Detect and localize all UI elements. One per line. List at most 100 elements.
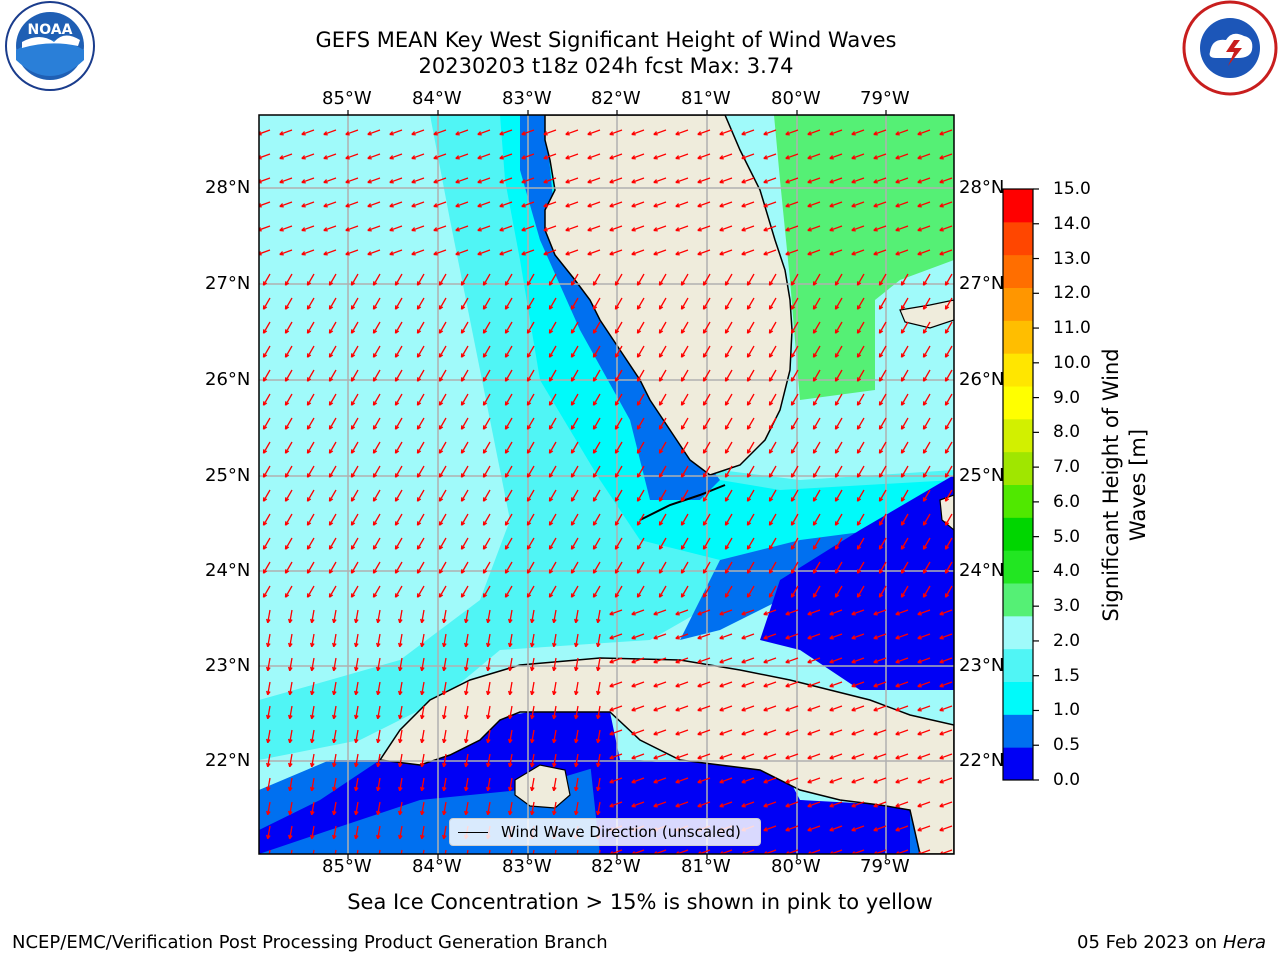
wave-direction-arrow	[487, 633, 491, 647]
wave-direction-arrow	[592, 345, 601, 358]
wave-direction-arrow	[873, 825, 887, 832]
wave-direction-arrowhead	[350, 593, 356, 598]
wave-direction-arrowhead	[543, 251, 548, 256]
wave-direction-arrowhead	[464, 738, 469, 744]
wave-direction-arrowhead	[486, 738, 491, 744]
wave-direction-arrowhead	[508, 810, 513, 816]
wave-direction-arrow	[741, 681, 755, 688]
wave-direction-arrow	[328, 489, 337, 502]
wave-direction-arrow	[477, 225, 491, 232]
wave-direction-arrow	[267, 825, 271, 839]
wave-direction-arrow	[922, 465, 931, 478]
wave-direction-arrow	[482, 513, 491, 526]
wave-direction-arrow	[543, 177, 557, 184]
wave-direction-arrowhead	[508, 714, 513, 720]
wave-direction-arrow	[944, 273, 953, 286]
wave-direction-arrow	[377, 657, 381, 671]
wave-direction-arrow	[526, 345, 535, 358]
wave-direction-arrowhead	[702, 401, 708, 406]
wave-direction-arrow	[284, 369, 293, 382]
wave-direction-arrow	[807, 753, 821, 760]
wave-direction-arrowhead	[768, 593, 774, 598]
wave-direction-arrow	[394, 465, 403, 478]
wave-direction-arrowhead	[812, 521, 818, 526]
wave-direction-arrowhead	[636, 305, 642, 310]
wave-direction-arrowhead	[592, 305, 598, 310]
wave-direction-arrow	[614, 321, 623, 334]
wave-direction-arrowhead	[394, 545, 400, 550]
wave-direction-arrowhead	[592, 545, 598, 550]
wave-direction-arrow	[900, 465, 909, 478]
wave-direction-arrowhead	[442, 690, 447, 696]
wave-direction-arrowhead	[376, 690, 381, 696]
colorbar-tick-label: 1.5	[1053, 665, 1081, 686]
wave-direction-arrow	[504, 561, 513, 574]
wave-direction-arrow	[719, 681, 733, 688]
wave-direction-arrow	[284, 489, 293, 502]
wave-direction-arrowhead	[376, 834, 381, 840]
wave-direction-arrow	[719, 633, 733, 640]
wave-direction-arrowhead	[574, 786, 579, 792]
wave-direction-arrow	[482, 561, 491, 574]
wave-direction-arrow	[284, 417, 293, 430]
wave-direction-arrow	[460, 417, 469, 430]
wave-direction-arrowhead	[288, 738, 293, 744]
wave-direction-arrowhead	[878, 473, 884, 478]
wave-direction-arrow	[895, 249, 909, 256]
wave-direction-arrow	[289, 801, 293, 815]
wave-direction-arrowhead	[680, 425, 686, 430]
wave-direction-arrow	[812, 393, 821, 406]
wave-direction-arrow	[680, 345, 689, 358]
wave-direction-arrowhead	[416, 305, 422, 310]
wave-direction-arrowhead	[895, 227, 900, 232]
wave-direction-arrow	[301, 177, 315, 184]
wave-direction-arrow	[785, 609, 799, 616]
wave-direction-arrowhead	[917, 611, 922, 616]
tick-marks	[347, 110, 887, 859]
wave-direction-arrow	[592, 585, 601, 598]
wave-direction-arrow	[433, 177, 447, 184]
wave-direction-arrowhead	[851, 803, 856, 808]
wave-direction-arrowhead	[873, 155, 878, 160]
wave-direction-arrowhead	[433, 227, 438, 232]
wave-direction-arrowhead	[372, 329, 378, 334]
wave-direction-arrow	[372, 465, 381, 478]
wave-direction-arrow	[790, 345, 799, 358]
wave-direction-arrow	[438, 345, 447, 358]
wave-direction-arrowhead	[790, 305, 796, 310]
wave-direction-arrowhead	[411, 203, 416, 208]
wave-direction-arrow	[807, 177, 821, 184]
wave-direction-arrowhead	[565, 179, 570, 184]
wave-direction-arrowhead	[829, 683, 834, 688]
wave-direction-arrow	[895, 129, 909, 136]
wave-direction-arrow	[873, 633, 887, 640]
wave-direction-arrowhead	[944, 545, 950, 550]
wave-direction-arrowhead	[570, 449, 576, 454]
wave-direction-arrow	[878, 369, 887, 382]
wave-direction-arrowhead	[499, 227, 504, 232]
wave-direction-arrow	[719, 153, 733, 160]
wave-direction-arrow	[289, 825, 293, 839]
wave-direction-arrow	[680, 273, 689, 286]
wave-direction-arrowhead	[609, 179, 614, 184]
wave-direction-arrowhead	[284, 305, 290, 310]
wave-direction-arrow	[350, 321, 359, 334]
wave-direction-arrowhead	[284, 425, 290, 430]
wave-direction-arrow	[741, 249, 755, 256]
wave-direction-arrow	[592, 489, 601, 502]
wave-direction-arrow	[499, 129, 513, 136]
wave-direction-arrowhead	[851, 683, 856, 688]
wave-direction-arrow	[421, 825, 425, 839]
wave-direction-arrowhead	[438, 473, 444, 478]
wave-direction-arrow	[917, 681, 931, 688]
wave-direction-arrow	[658, 345, 667, 358]
wave-direction-arrowhead	[807, 755, 812, 760]
wave-direction-arrowhead	[394, 329, 400, 334]
wave-direction-arrow	[482, 585, 491, 598]
wave-direction-arrow	[465, 801, 469, 815]
wave-direction-arrowhead	[262, 593, 268, 598]
wave-direction-arrowhead	[702, 521, 708, 526]
wave-direction-arrowhead	[658, 545, 664, 550]
wave-direction-arrowhead	[658, 353, 664, 358]
wave-direction-arrow	[345, 225, 359, 232]
